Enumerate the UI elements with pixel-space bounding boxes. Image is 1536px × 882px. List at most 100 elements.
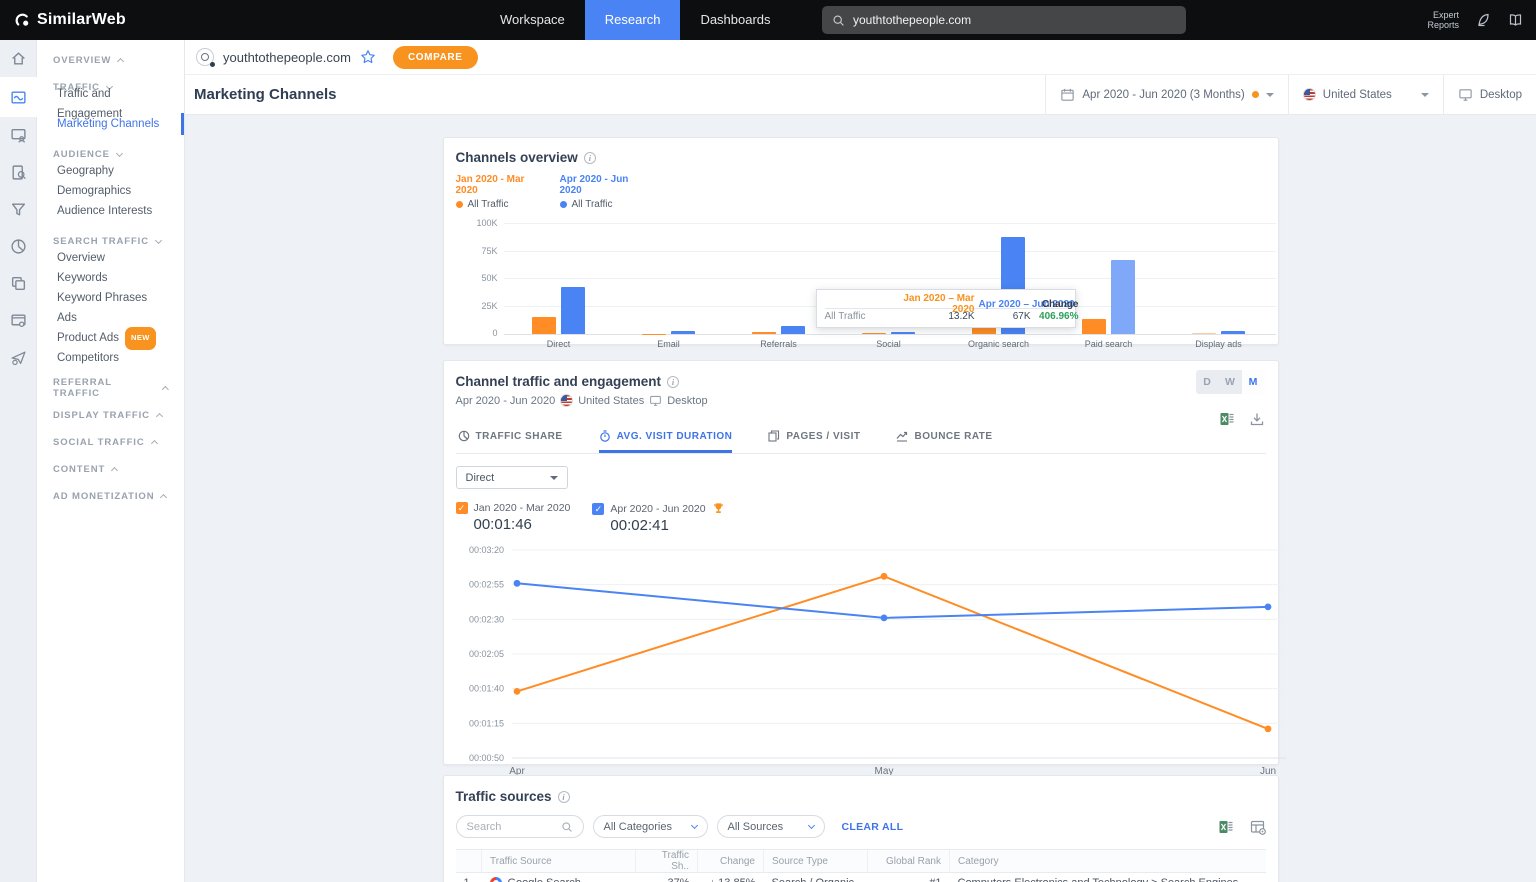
legend-checkbox[interactable]: ✓: [592, 502, 605, 515]
knowledge-book-icon[interactable]: [1507, 12, 1524, 28]
source-filter-dropdown[interactable]: All Sources: [716, 815, 825, 838]
expert-reports-label[interactable]: Expert Reports: [1427, 9, 1459, 30]
column-header-change[interactable]: Change: [697, 849, 764, 873]
country-filter[interactable]: United States: [1287, 74, 1443, 115]
granularity-w[interactable]: W: [1225, 376, 1235, 388]
topnav-item-dashboards[interactable]: Dashboards: [700, 12, 771, 27]
overview-legend-item-1[interactable]: Jan 2020 - Mar 2020 All Traffic: [455, 174, 546, 210]
website-category-icon[interactable]: [0, 117, 37, 154]
sidebar-section-social-traffic[interactable]: SOCIAL TRAFFIC: [37, 435, 184, 449]
sidebar-item-keyword-phrases[interactable]: Keyword Phrases: [37, 288, 184, 308]
sidebar-item-audience-interests[interactable]: Audience Interests: [37, 201, 184, 221]
search-analysis-icon[interactable]: [0, 154, 37, 191]
sidebar-item-keywords[interactable]: Keywords: [37, 268, 184, 288]
sidebar-item-geography[interactable]: Geography: [37, 161, 184, 181]
sidebar-section-search-traffic[interactable]: SEARCH TRAFFIC: [37, 234, 184, 248]
granularity-m[interactable]: M: [1241, 370, 1265, 394]
table-settings-icon[interactable]: [1250, 819, 1266, 835]
favorite-star-icon[interactable]: [360, 49, 376, 65]
app-compare-icon[interactable]: [0, 265, 37, 302]
expert-reports-icon[interactable]: [1475, 12, 1491, 28]
sidebar-section-traffic[interactable]: TRAFFIC: [37, 80, 184, 94]
legend-period-label: Apr 2020 - Jun 2020: [610, 502, 706, 515]
column-header-traffic-sh[interactable]: Traffic Sh..: [635, 849, 698, 873]
bar-referrals-apr-2020-jun-2020[interactable]: [781, 326, 805, 334]
bar-email-apr-2020-jun-2020[interactable]: [671, 331, 695, 334]
column-header-category[interactable]: Category: [949, 849, 1266, 873]
legend-checkbox[interactable]: ✓: [455, 502, 468, 514]
info-icon[interactable]: i: [583, 151, 596, 164]
y-axis-tick-label: 00:01:40: [468, 684, 503, 694]
excel-export-icon[interactable]: [1218, 819, 1234, 835]
date-range-filter[interactable]: Apr 2020 - Jun 2020 (3 Months): [1045, 74, 1287, 115]
topnav-item-research[interactable]: Research: [584, 0, 681, 40]
sidebar-item-competitors[interactable]: Competitors: [37, 348, 184, 368]
bar-social-jan-2020-mar-2020[interactable]: [862, 332, 886, 334]
data-point-apr-2020-jun-2020-may[interactable]: [880, 614, 887, 622]
download-icon[interactable]: [1249, 411, 1265, 427]
topnav-item-workspace[interactable]: Workspace: [500, 12, 565, 27]
column-header-source-type[interactable]: Source Type: [763, 849, 868, 873]
bar-direct-jan-2020-mar-2020[interactable]: [532, 316, 556, 334]
bar-referrals-jan-2020-mar-2020[interactable]: [752, 331, 776, 334]
info-icon[interactable]: i: [667, 375, 680, 388]
chevron-down-icon: [549, 475, 558, 480]
traffic-source[interactable]: Google Search: [489, 877, 628, 882]
overview-legend-item-2[interactable]: Apr 2020 - Jun 2020 All Traffic: [559, 174, 650, 210]
tab-bounce-rate[interactable]: BOUNCE RATE: [896, 424, 992, 453]
research-tools-icon[interactable]: [0, 302, 37, 339]
data-point-jan-2020-mar-2020-apr[interactable]: [513, 688, 520, 695]
sidebar-section-referral-traffic[interactable]: REFERRAL TRAFFIC: [37, 377, 184, 399]
sidebar-item-traffic-and-engagement[interactable]: Traffic and Engagement: [37, 88, 184, 120]
data-point-apr-2020-jun-2020-jun[interactable]: [1264, 603, 1271, 611]
column-header-global-rank[interactable]: Global Rank: [867, 849, 950, 873]
column-header-traffic-source[interactable]: Traffic Source: [481, 849, 636, 873]
traffic-sources-table: Traffic Source Traffic Sh.. Change Source T…: [455, 849, 1266, 882]
device-filter[interactable]: Desktop: [1442, 74, 1536, 115]
table-row[interactable]: 1 Google Search 37%↓ 13.85%Search / Organi…: [456, 873, 1266, 882]
info-icon[interactable]: i: [557, 790, 570, 803]
sidebar-item-product-ads[interactable]: Product Ads NEW: [37, 326, 184, 350]
tab-pages-visit[interactable]: PAGES / VISIT: [768, 424, 860, 453]
global-search[interactable]: [822, 6, 1186, 34]
sidebar-item-overview[interactable]: Overview: [37, 248, 184, 268]
bar-display-ads-apr-2020-jun-2020[interactable]: [1221, 330, 1245, 334]
sidebar-section-audience[interactable]: AUDIENCE: [37, 147, 184, 161]
channel-select[interactable]: Direct: [455, 466, 568, 489]
conversion-funnel-icon[interactable]: [0, 191, 37, 228]
excel-export-icon[interactable]: [1219, 411, 1235, 427]
clear-all-button[interactable]: CLEAR ALL: [841, 820, 904, 833]
bar-social-apr-2020-jun-2020[interactable]: [891, 331, 915, 334]
bar-paid-search-jan-2020-mar-2020[interactable]: [1082, 319, 1106, 334]
source-search-input[interactable]: [466, 820, 553, 833]
tooltip-row-label: All Traffic: [824, 310, 866, 322]
sidebar-item-marketing-channels[interactable]: Marketing Channels: [37, 113, 184, 135]
compare-button[interactable]: COMPARE: [392, 45, 478, 69]
sidebar-section-display-traffic[interactable]: DISPLAY TRAFFIC: [37, 408, 184, 422]
bar-paid-search-apr-2020-jun-2020[interactable]: [1111, 260, 1135, 334]
legend-checkbox-row[interactable]: ✓ Jan 2020 - Mar 2020: [455, 502, 570, 514]
market-share-pie-icon[interactable]: [0, 228, 37, 265]
tab-avg-visit-duration[interactable]: AVG. VISIT DURATION: [598, 424, 733, 453]
legend-checkbox-row[interactable]: ✓ Apr 2020 - Jun 2020: [592, 502, 724, 515]
similarweb-logo[interactable]: SimilarWeb: [14, 11, 126, 29]
data-point-jan-2020-mar-2020-jun[interactable]: [1264, 725, 1271, 733]
bar-display-ads-jan-2020-mar-2020[interactable]: [1192, 332, 1216, 334]
sidebar-item-demographics[interactable]: Demographics: [37, 181, 184, 201]
granularity-d[interactable]: D: [1203, 376, 1211, 388]
traffic-engagement-icon[interactable]: [0, 77, 37, 117]
home-icon[interactable]: [0, 40, 37, 77]
data-point-apr-2020-jun-2020-apr[interactable]: [513, 579, 520, 587]
sidebar-section-overview[interactable]: OVERVIEW: [37, 53, 184, 67]
data-point-jan-2020-mar-2020-may[interactable]: [880, 572, 887, 580]
tab-traffic-share[interactable]: TRAFFIC SHARE: [458, 424, 563, 453]
engagement-subtitle: Apr 2020 - Jun 2020 United States Deskto…: [455, 394, 708, 407]
global-search-input[interactable]: [853, 13, 1153, 27]
sidebar-item-ads[interactable]: Ads: [37, 308, 184, 328]
bar-direct-apr-2020-jun-2020[interactable]: [561, 286, 585, 334]
sidebar-section-content[interactable]: CONTENT: [37, 462, 184, 476]
category-filter-dropdown[interactable]: All Categories: [592, 815, 708, 838]
source-search-field[interactable]: [455, 815, 584, 838]
sidebar-section-ad-monetization[interactable]: AD MONETIZATION: [37, 489, 184, 503]
lead-generator-icon[interactable]: [0, 339, 37, 376]
